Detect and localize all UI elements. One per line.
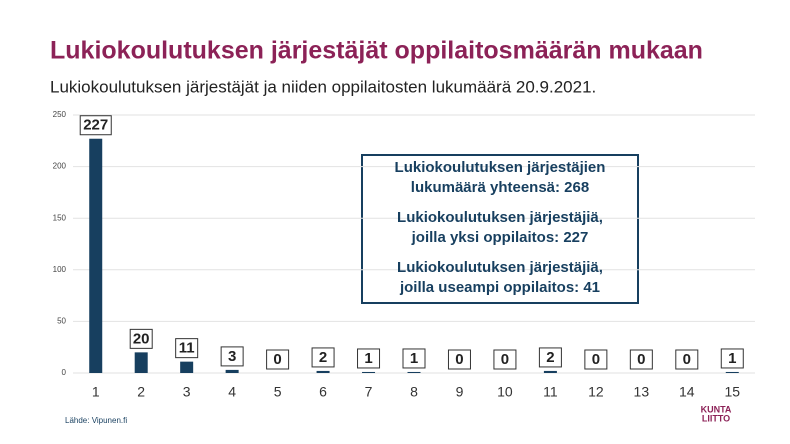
x-tick-label: 9 xyxy=(456,384,464,400)
annotation: joilla yksi oppilaitos: 227 xyxy=(411,229,589,246)
value-label: 0 xyxy=(683,351,691,368)
value-label: 227 xyxy=(83,117,108,134)
value-label-box xyxy=(79,115,112,136)
value-label-box xyxy=(538,347,562,368)
value-label: 0 xyxy=(273,351,281,368)
value-label-box xyxy=(675,349,699,370)
value-label: 0 xyxy=(501,351,509,368)
value-label: 3 xyxy=(228,348,236,365)
x-tick-label: 8 xyxy=(410,384,418,400)
annotation: Lukiokoulutuksen järjestäjiä, xyxy=(397,209,603,226)
value-label: 1 xyxy=(364,350,372,367)
x-tick-label: 15 xyxy=(724,384,740,400)
value-label: 0 xyxy=(637,351,645,368)
value-label-box xyxy=(720,348,744,369)
value-label: 2 xyxy=(546,349,554,366)
bar xyxy=(134,352,148,373)
annotation-box xyxy=(361,154,639,304)
value-label: 20 xyxy=(133,330,150,347)
x-tick-label: 5 xyxy=(274,384,282,400)
value-label: 2 xyxy=(319,349,327,366)
x-tick-label: 1 xyxy=(92,384,100,400)
value-label-box xyxy=(175,338,199,359)
chart-title: Lukiokoulutuksen järjestäjät oppilaitosm… xyxy=(50,37,703,65)
x-tick-label: 13 xyxy=(634,384,650,400)
value-label-box xyxy=(357,348,381,369)
value-label-box xyxy=(266,349,290,370)
value-label-box xyxy=(447,349,471,370)
x-tick-label: 6 xyxy=(319,384,327,400)
bar xyxy=(407,371,421,373)
y-tick-label: 50 xyxy=(57,317,66,326)
annotation: lukumäärä yhteensä: 268 xyxy=(411,179,589,196)
bar xyxy=(225,369,239,373)
y-tick-label: 150 xyxy=(53,213,67,222)
chart-subtitle: Lukiokoulutuksen järjestäjät ja niiden o… xyxy=(50,77,596,96)
value-label-box xyxy=(584,349,608,370)
value-label-box xyxy=(311,347,335,368)
value-label: 1 xyxy=(728,350,736,367)
bar xyxy=(362,371,376,373)
x-tick-label: 7 xyxy=(365,384,373,400)
value-label-box xyxy=(220,346,244,367)
value-label: 0 xyxy=(455,351,463,368)
value-label: 0 xyxy=(592,351,600,368)
x-tick-label: 10 xyxy=(497,384,513,400)
value-label: 1 xyxy=(410,350,418,367)
bar xyxy=(180,361,194,373)
source: Lähde: Vipunen.fi xyxy=(65,416,127,425)
annotation: Lukiokoulutuksen järjestäjien xyxy=(395,159,606,176)
y-tick-label: 200 xyxy=(53,162,67,171)
y-tick-label: 100 xyxy=(53,265,67,274)
x-tick-label: 12 xyxy=(588,384,604,400)
x-tick-label: 3 xyxy=(183,384,191,400)
bar xyxy=(725,371,739,373)
bar xyxy=(316,370,330,373)
logo: KUNTA xyxy=(701,404,732,414)
value-label: 11 xyxy=(179,340,195,357)
x-tick-label: 2 xyxy=(137,384,145,400)
logo: LIITTO xyxy=(702,413,730,423)
x-tick-label: 4 xyxy=(228,384,236,400)
value-label-box xyxy=(629,349,653,370)
y-tick-label: 250 xyxy=(53,110,67,119)
x-tick-label: 11 xyxy=(543,384,558,400)
bar xyxy=(89,138,103,373)
annotation: Lukiokoulutuksen järjestäjiä, xyxy=(397,259,603,276)
annotation: joilla useampi oppilaitos: 41 xyxy=(399,279,600,296)
y-tick-label: 0 xyxy=(62,368,67,377)
value-label-box xyxy=(493,349,517,370)
value-label-box xyxy=(129,328,153,349)
value-label-box xyxy=(402,348,426,369)
x-tick-label: 14 xyxy=(679,384,695,400)
bar xyxy=(543,370,557,373)
